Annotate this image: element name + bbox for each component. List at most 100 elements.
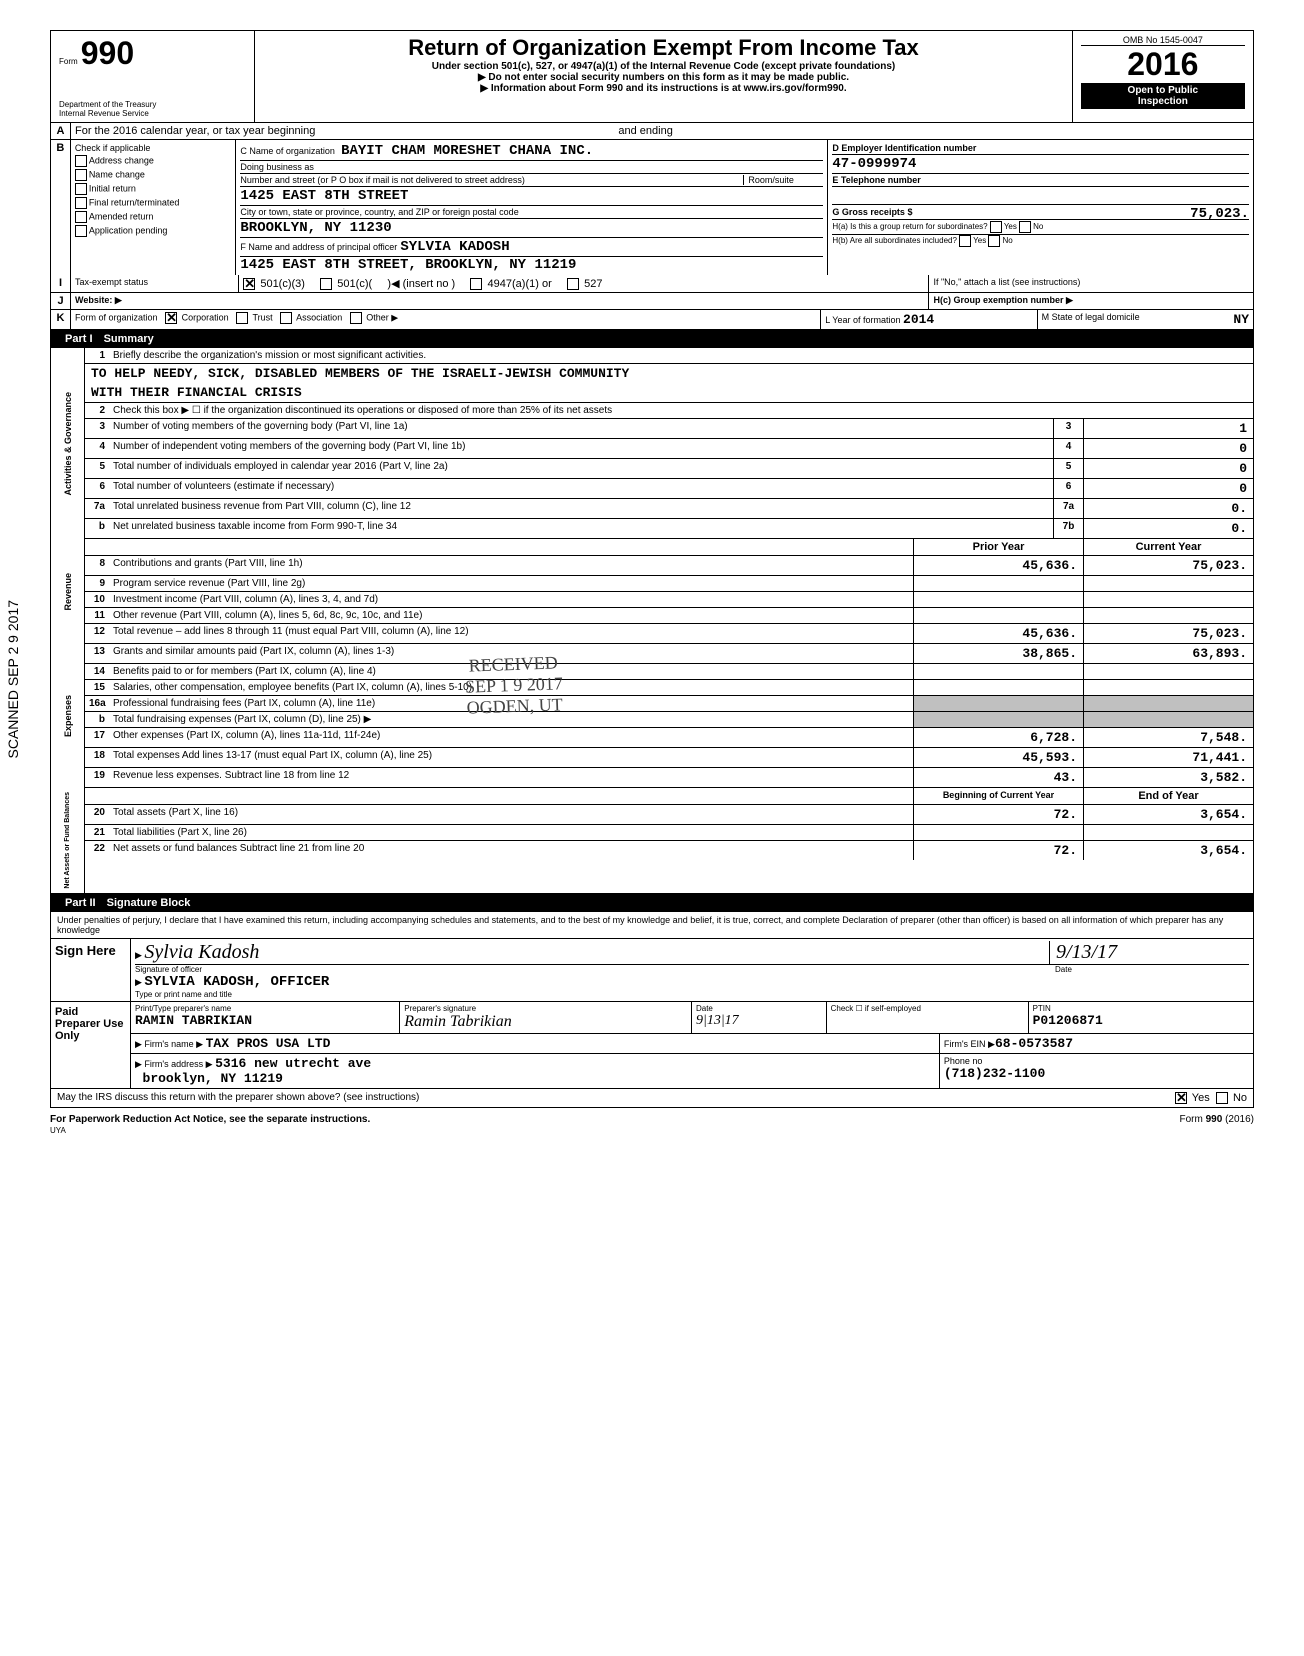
m-label: M State of legal domicile — [1042, 312, 1140, 322]
l4: Number of independent voting members of … — [109, 439, 1053, 458]
l12: Total revenue – add lines 8 through 11 (… — [109, 624, 913, 643]
received-stamp: RECEIVED SEP 1 9 2017 OGDEN, UT — [464, 652, 564, 718]
check-amended[interactable] — [75, 211, 87, 223]
lbl-name: Name change — [89, 169, 145, 179]
part1-title: Summary — [104, 333, 154, 345]
row-j-label: Website: ▶ — [71, 293, 928, 309]
ha-no[interactable] — [1019, 221, 1031, 233]
prep-sig: Ramin Tabrikian — [404, 1013, 687, 1031]
opt-trust: Trust — [252, 312, 272, 322]
dept: Department of the Treasury — [59, 100, 246, 109]
row-k-label: Form of organization — [75, 312, 158, 322]
check-address[interactable] — [75, 155, 87, 167]
discuss-yes[interactable] — [1175, 1092, 1187, 1104]
lbl-yes2: Yes — [973, 236, 986, 245]
l7a: Total unrelated business revenue from Pa… — [109, 499, 1053, 518]
ptin-label: PTIN — [1033, 1004, 1249, 1013]
room-label: Room/suite — [743, 175, 823, 185]
opt-other: Other ▶ — [366, 312, 398, 322]
type-label: Type or print name and title — [135, 990, 1249, 999]
l21: Total liabilities (Part X, line 26) — [109, 825, 913, 840]
lbl-address: Address change — [89, 155, 154, 165]
part1-label: Part I — [57, 333, 101, 345]
lbl-no: No — [1033, 222, 1043, 231]
check-501c3[interactable] — [243, 278, 255, 290]
year: 2016 — [1081, 46, 1245, 83]
subtitle3: ▶ Information about Form 990 and its ins… — [263, 83, 1063, 94]
hb-yes[interactable] — [959, 235, 971, 247]
phone-label: Phone no — [944, 1056, 1249, 1066]
opt-assoc: Association — [296, 312, 342, 322]
l10: Investment income (Part VIII, column (A)… — [109, 592, 913, 607]
form-title: Return of Organization Exempt From Incom… — [263, 35, 1063, 61]
check-assoc[interactable] — [280, 312, 292, 324]
officer-signature: Sylvia Kadosh — [144, 941, 259, 963]
firm-addr2: brooklyn, NY 11219 — [143, 1071, 283, 1086]
row-a-ending: and ending — [618, 125, 672, 137]
ha-yes[interactable] — [990, 221, 1002, 233]
side-rev: Revenue — [61, 569, 75, 615]
mission2: WITH THEIR FINANCIAL CRISIS — [85, 383, 1253, 403]
l4v: 0 — [1083, 439, 1253, 458]
l18cy: 71,441. — [1083, 748, 1253, 767]
l6: Total number of volunteers (estimate if … — [109, 479, 1053, 498]
l20: Total assets (Part X, line 16) — [109, 805, 913, 824]
prep-name-label: Print/Type preparer's name — [135, 1004, 395, 1013]
m-value: NY — [1233, 312, 1249, 327]
l22cy: 3,654. — [1083, 841, 1253, 860]
check-trust[interactable] — [236, 312, 248, 324]
check-corp[interactable] — [165, 312, 177, 324]
l17: Other expenses (Part IX, column (A), lin… — [109, 728, 913, 747]
firm-name: TAX PROS USA LTD — [206, 1036, 331, 1051]
officer-name: SYLVIA KADOSH — [400, 239, 509, 255]
opt-501c-b: )◀ (insert no ) — [387, 278, 455, 290]
no: No — [1233, 1092, 1247, 1104]
l5v: 0 — [1083, 459, 1253, 478]
eoy-hdr: End of Year — [1083, 788, 1253, 804]
l20py: 72. — [913, 805, 1083, 824]
check-527[interactable] — [567, 278, 579, 290]
firm-name-label: Firm's name ▶ — [144, 1039, 203, 1049]
yes: Yes — [1192, 1092, 1210, 1104]
hb-no[interactable] — [988, 235, 1000, 247]
row-i-letter: I — [51, 275, 71, 292]
firm-addr-label: Firm's address ▶ — [144, 1059, 212, 1069]
discuss-no[interactable] — [1216, 1092, 1228, 1104]
ha-label: H(a) Is this a group return for subordin… — [832, 222, 987, 231]
l11: Other revenue (Part VIII, column (A), li… — [109, 608, 913, 623]
l3v: 1 — [1083, 419, 1253, 438]
city-label: City or town, state or province, country… — [240, 206, 823, 219]
l7b: Net unrelated business taxable income fr… — [109, 519, 1053, 538]
l8py: 45,636. — [913, 556, 1083, 575]
discuss: May the IRS discuss this return with the… — [57, 1092, 1175, 1104]
part2-label: Part II — [57, 897, 104, 909]
check-final[interactable] — [75, 197, 87, 209]
check-name[interactable] — [75, 169, 87, 181]
prep-sig-label: Preparer's signature — [404, 1004, 687, 1013]
prep-date: 9|13|17 — [696, 1013, 822, 1029]
scanned-stamp: SCANNED SEP 2 9 2017 — [5, 600, 21, 759]
l1-label: Briefly describe the organization's miss… — [109, 348, 1253, 363]
check-other[interactable] — [350, 312, 362, 324]
check-4947[interactable] — [470, 278, 482, 290]
open: Open to Public — [1083, 85, 1243, 96]
pra: For Paperwork Reduction Act Notice, see … — [50, 1114, 370, 1125]
lbl-amended: Amended return — [89, 211, 154, 221]
attach-note: If "No," attach a list (see instructions… — [928, 275, 1253, 292]
lbl-pending: Application pending — [89, 225, 168, 235]
date-label2: Date — [696, 1004, 822, 1013]
l19: Revenue less expenses. Subtract line 18 … — [109, 768, 913, 787]
l17py: 6,728. — [913, 728, 1083, 747]
l17cy: 7,548. — [1083, 728, 1253, 747]
check-501c[interactable] — [320, 278, 332, 290]
mission1: TO HELP NEEDY, SICK, DISABLED MEMBERS OF… — [85, 364, 1253, 383]
check-initial[interactable] — [75, 183, 87, 195]
opt-4947: 4947(a)(1) or — [488, 278, 552, 290]
form-header: Form 990 Department of the Treasury Inte… — [50, 30, 1254, 123]
firm-addr1: 5316 new utrecht ave — [215, 1056, 371, 1071]
check-pending[interactable] — [75, 225, 87, 237]
l2: Check this box ▶ ☐ if the organization d… — [109, 403, 1253, 418]
row-i-label: Tax-exempt status — [71, 275, 239, 292]
irs: Internal Revenue Service — [59, 109, 246, 118]
l8cy: 75,023. — [1083, 556, 1253, 575]
